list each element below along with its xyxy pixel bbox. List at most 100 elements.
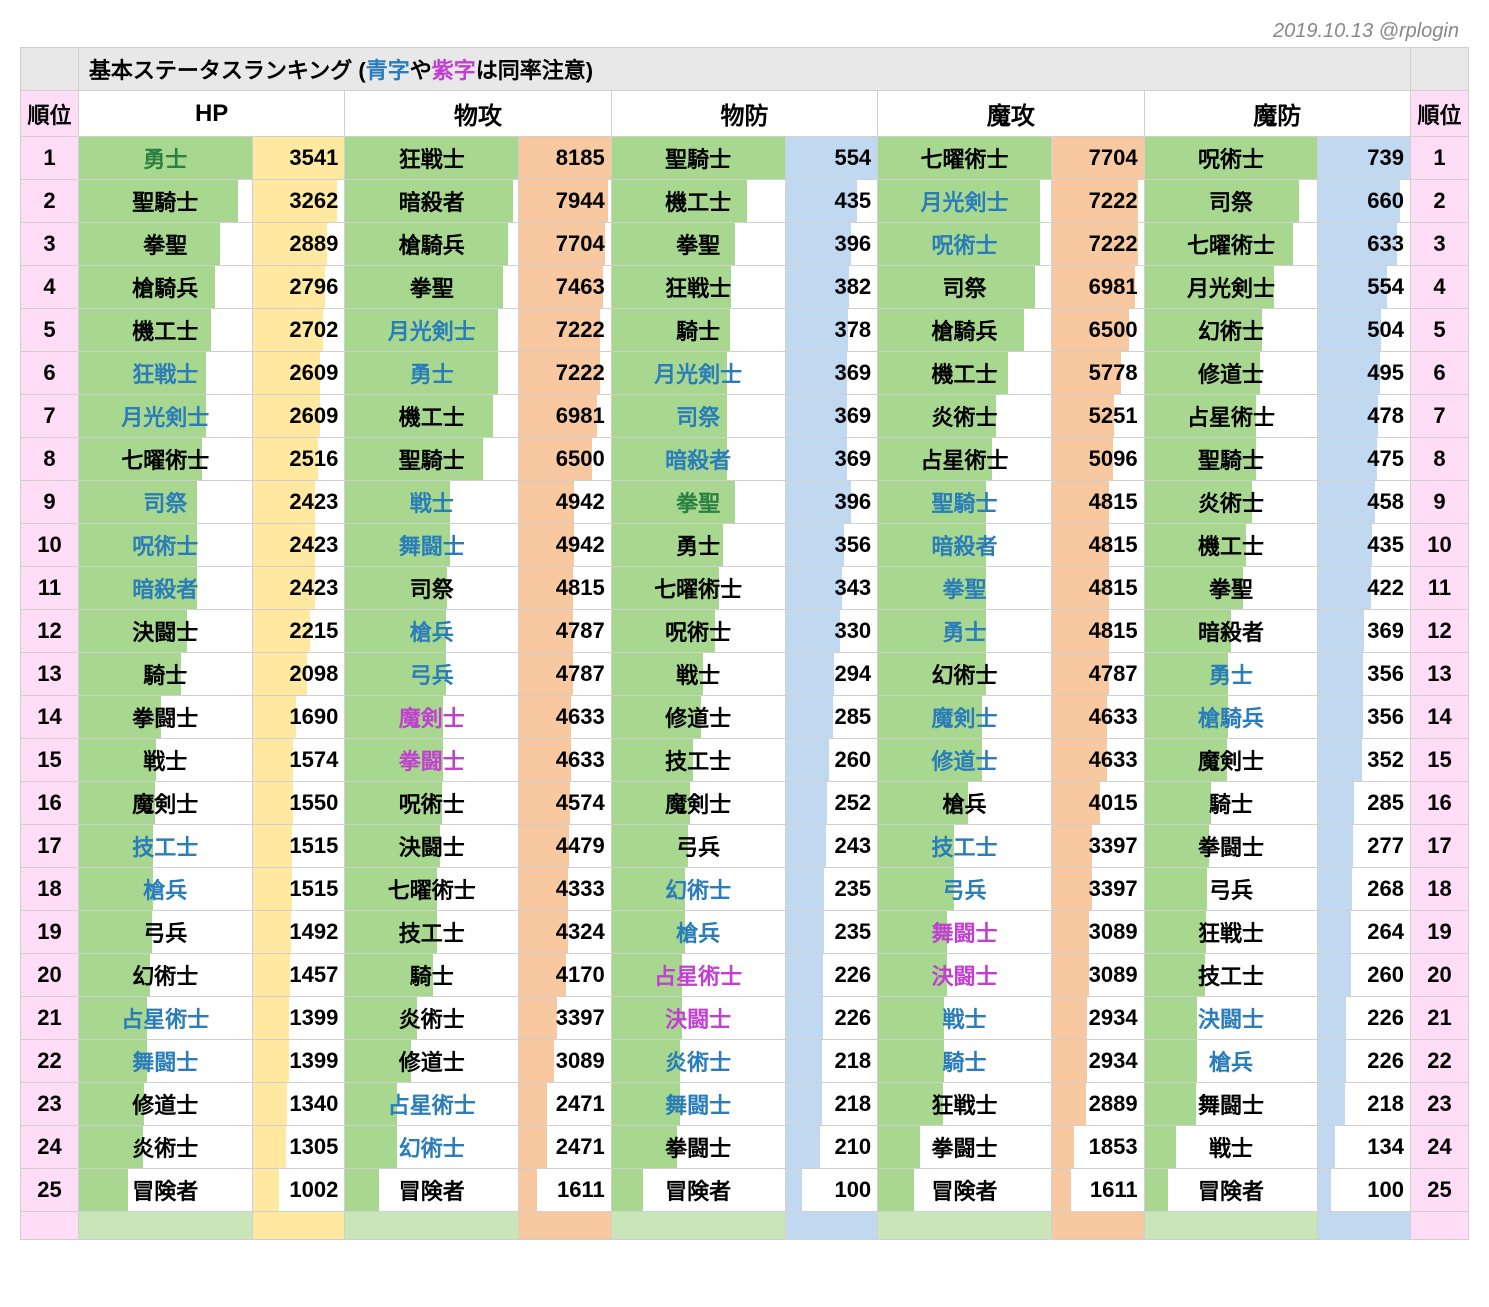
value-cell: 4479 bbox=[519, 825, 612, 868]
value-text: 3541 bbox=[289, 145, 338, 170]
value-text: 5778 bbox=[1089, 360, 1138, 385]
class-name-cell: 暗殺者 bbox=[78, 567, 252, 610]
value-text: 4942 bbox=[556, 532, 605, 557]
class-name-text: 舞闘士 bbox=[665, 1093, 731, 1118]
value-text: 226 bbox=[1367, 1048, 1404, 1073]
class-name-text: 冒険者 bbox=[665, 1179, 731, 1204]
class-name-text: 聖騎士 bbox=[399, 448, 465, 473]
rank-cell-left: 10 bbox=[21, 524, 79, 567]
class-name-cell: 呪術士 bbox=[345, 782, 519, 825]
value-cell: 1457 bbox=[252, 954, 345, 997]
class-name-cell: 幻術士 bbox=[345, 1126, 519, 1169]
value-cell: 3089 bbox=[1051, 954, 1144, 997]
value-cell: 4015 bbox=[1051, 782, 1144, 825]
class-name-cell: 聖騎士 bbox=[878, 481, 1052, 524]
class-name-text: 魔剣士 bbox=[132, 792, 198, 817]
value-cell: 1574 bbox=[252, 739, 345, 782]
table-row: 7月光剣士2609機工士6981司祭369炎術士5251占星術士4787 bbox=[21, 395, 1469, 438]
rank-cell-left: 5 bbox=[21, 309, 79, 352]
value-cell: 260 bbox=[1318, 954, 1411, 997]
value-cell: 285 bbox=[785, 696, 878, 739]
class-name-text: 機工士 bbox=[132, 319, 198, 344]
value-text: 554 bbox=[1367, 274, 1404, 299]
table-row: 2聖騎士3262暗殺者7944機工士435月光剣士7222司祭6602 bbox=[21, 180, 1469, 223]
class-name-text: 月光剣士 bbox=[388, 319, 476, 344]
rank-cell-left: 2 bbox=[21, 180, 79, 223]
class-name-text: 戦士 bbox=[410, 491, 454, 516]
class-name-cell: 槍兵 bbox=[1144, 1040, 1318, 1083]
value-cell: 4574 bbox=[519, 782, 612, 825]
class-name-text: 狂戦士 bbox=[132, 362, 198, 387]
value-text: 1611 bbox=[557, 1177, 605, 1202]
value-cell: 4942 bbox=[519, 524, 612, 567]
class-name-cell: 炎術士 bbox=[878, 395, 1052, 438]
value-text: 2934 bbox=[1089, 1005, 1138, 1030]
rank-cell-left: 12 bbox=[21, 610, 79, 653]
value-text: 2934 bbox=[1089, 1048, 1138, 1073]
class-name-cell: 決闘士 bbox=[345, 825, 519, 868]
class-name-cell: 勇士 bbox=[611, 524, 785, 567]
class-name-text: 槍騎兵 bbox=[399, 233, 465, 258]
value-cell: 2098 bbox=[252, 653, 345, 696]
value-cell: 633 bbox=[1318, 223, 1411, 266]
class-name-text: 機工士 bbox=[399, 405, 465, 430]
class-name-cell: 魔剣士 bbox=[1144, 739, 1318, 782]
class-name-cell: 幻術士 bbox=[78, 954, 252, 997]
value-text: 356 bbox=[834, 532, 871, 557]
value-text: 210 bbox=[834, 1134, 871, 1159]
rank-cell-left: 23 bbox=[21, 1083, 79, 1126]
value-text: 4015 bbox=[1089, 790, 1138, 815]
value-text: 2889 bbox=[289, 231, 338, 256]
class-name-cell: 拳聖 bbox=[1144, 567, 1318, 610]
value-cell: 3262 bbox=[252, 180, 345, 223]
class-name-cell: 弓兵 bbox=[345, 653, 519, 696]
value-cell: 3397 bbox=[1051, 825, 1144, 868]
value-cell: 3089 bbox=[1051, 911, 1144, 954]
class-name-text: 炎術士 bbox=[399, 1007, 465, 1032]
rank-cell-left: 18 bbox=[21, 868, 79, 911]
class-name-cell: 修道士 bbox=[78, 1083, 252, 1126]
table-row: 8七曜術士2516聖騎士6500暗殺者369占星術士5096聖騎士4758 bbox=[21, 438, 1469, 481]
value-text: 7222 bbox=[1089, 231, 1138, 256]
class-name-cell: 勇士 bbox=[1144, 653, 1318, 696]
rank-cell-right: 14 bbox=[1411, 696, 1469, 739]
value-cell: 4815 bbox=[1051, 567, 1144, 610]
value-text: 1515 bbox=[289, 833, 338, 858]
class-name-text: 幻術士 bbox=[132, 964, 198, 989]
class-name-cell: 機工士 bbox=[611, 180, 785, 223]
value-cell: 369 bbox=[785, 438, 878, 481]
value-text: 218 bbox=[1367, 1091, 1404, 1116]
class-name-text: 炎術士 bbox=[665, 1050, 731, 1075]
class-name-text: 占星術士 bbox=[388, 1093, 476, 1118]
class-name-cell: 冒険者 bbox=[611, 1169, 785, 1212]
class-name-text: 月光剣士 bbox=[921, 190, 1009, 215]
value-cell: 268 bbox=[1318, 868, 1411, 911]
rank-cell-right: 11 bbox=[1411, 567, 1469, 610]
value-text: 6981 bbox=[556, 403, 605, 428]
value-text: 1340 bbox=[289, 1091, 338, 1116]
value-cell: 396 bbox=[785, 223, 878, 266]
table-row: 25冒険者1002冒険者1611冒険者100冒険者1611冒険者10025 bbox=[21, 1169, 1469, 1212]
value-cell: 4633 bbox=[519, 739, 612, 782]
class-name-text: 機工士 bbox=[665, 190, 731, 215]
class-name-text: 占星術士 bbox=[1187, 405, 1275, 430]
value-text: 4787 bbox=[556, 618, 605, 643]
value-text: 260 bbox=[834, 747, 871, 772]
value-text: 1399 bbox=[289, 1005, 338, 1030]
class-name-text: 狂戦士 bbox=[665, 276, 731, 301]
class-name-cell: 槍騎兵 bbox=[345, 223, 519, 266]
value-cell: 2471 bbox=[519, 1126, 612, 1169]
class-name-cell: 弓兵 bbox=[878, 868, 1052, 911]
value-text: 243 bbox=[834, 833, 871, 858]
class-name-cell: 狂戦士 bbox=[345, 137, 519, 180]
class-name-text: 勇士 bbox=[143, 147, 187, 172]
value-text: 660 bbox=[1367, 188, 1404, 213]
value-cell: 422 bbox=[1318, 567, 1411, 610]
rank-cell-right: 17 bbox=[1411, 825, 1469, 868]
value-cell: 4787 bbox=[519, 653, 612, 696]
table-row: 5機工士2702月光剣士7222騎士378槍騎兵6500幻術士5045 bbox=[21, 309, 1469, 352]
value-cell: 1550 bbox=[252, 782, 345, 825]
class-name-text: 炎術士 bbox=[132, 1136, 198, 1161]
class-name-cell: 舞闘士 bbox=[1144, 1083, 1318, 1126]
stat-header-hp: HP bbox=[78, 91, 344, 137]
